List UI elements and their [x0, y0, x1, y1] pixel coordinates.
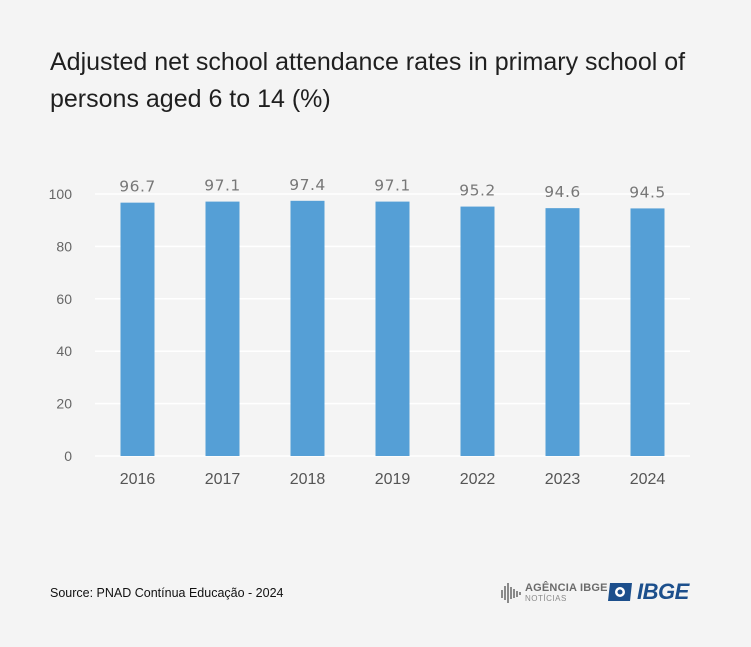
- y-tick-label: 100: [49, 186, 73, 202]
- x-tick-label: 2017: [205, 471, 241, 488]
- x-tick-label: 2023: [545, 471, 581, 488]
- ibge-logo-text: IBGE: [637, 579, 689, 604]
- x-tick-label: 2016: [120, 471, 156, 488]
- bar: [290, 200, 325, 456]
- agencia-mark-icon: [501, 583, 521, 603]
- bar: [460, 206, 495, 456]
- y-tick-label: 60: [56, 291, 72, 307]
- y-tick-label: 80: [56, 238, 72, 254]
- bar: [120, 202, 155, 456]
- ibge-mark-icon: [608, 583, 632, 601]
- x-axis-labels: 2016 2017 2018 2019 2022 2023 2024: [120, 471, 666, 488]
- y-tick-label: 40: [56, 343, 72, 359]
- bar: [205, 201, 240, 456]
- data-label: 97.4: [289, 176, 326, 194]
- y-axis-ticks: 0 20 40 60 80 100: [49, 186, 73, 464]
- data-label: 94.6: [544, 183, 581, 201]
- data-label: 96.7: [119, 178, 156, 196]
- source-note: Source: PNAD Contínua Educação - 2024: [50, 586, 284, 600]
- x-tick-label: 2018: [290, 471, 326, 488]
- chart-title: Adjusted net school attendance rates in …: [50, 48, 686, 113]
- agencia-ibge-logo: AGÊNCIA IBGE NOTÍCIAS: [500, 580, 608, 606]
- value-labels: 96.7 97.1 97.4 97.1 95.2 94.6 94.5: [119, 176, 666, 202]
- bar: [630, 208, 665, 456]
- y-tick-label: 20: [56, 396, 72, 412]
- data-label: 94.5: [629, 183, 666, 201]
- y-tick-label: 0: [64, 448, 72, 464]
- data-label: 97.1: [374, 177, 411, 195]
- bars: [120, 200, 665, 456]
- data-label: 97.1: [204, 177, 241, 195]
- x-tick-label: 2022: [460, 471, 496, 488]
- bar: [375, 201, 410, 456]
- ibge-logo: IBGE: [606, 579, 689, 605]
- x-tick-label: 2024: [630, 471, 666, 488]
- bar: [545, 208, 580, 456]
- data-label: 95.2: [459, 182, 496, 200]
- x-tick-label: 2019: [375, 471, 411, 488]
- agencia-logo-subtext: NOTÍCIAS: [525, 594, 567, 603]
- agencia-logo-text: AGÊNCIA IBGE: [525, 582, 608, 594]
